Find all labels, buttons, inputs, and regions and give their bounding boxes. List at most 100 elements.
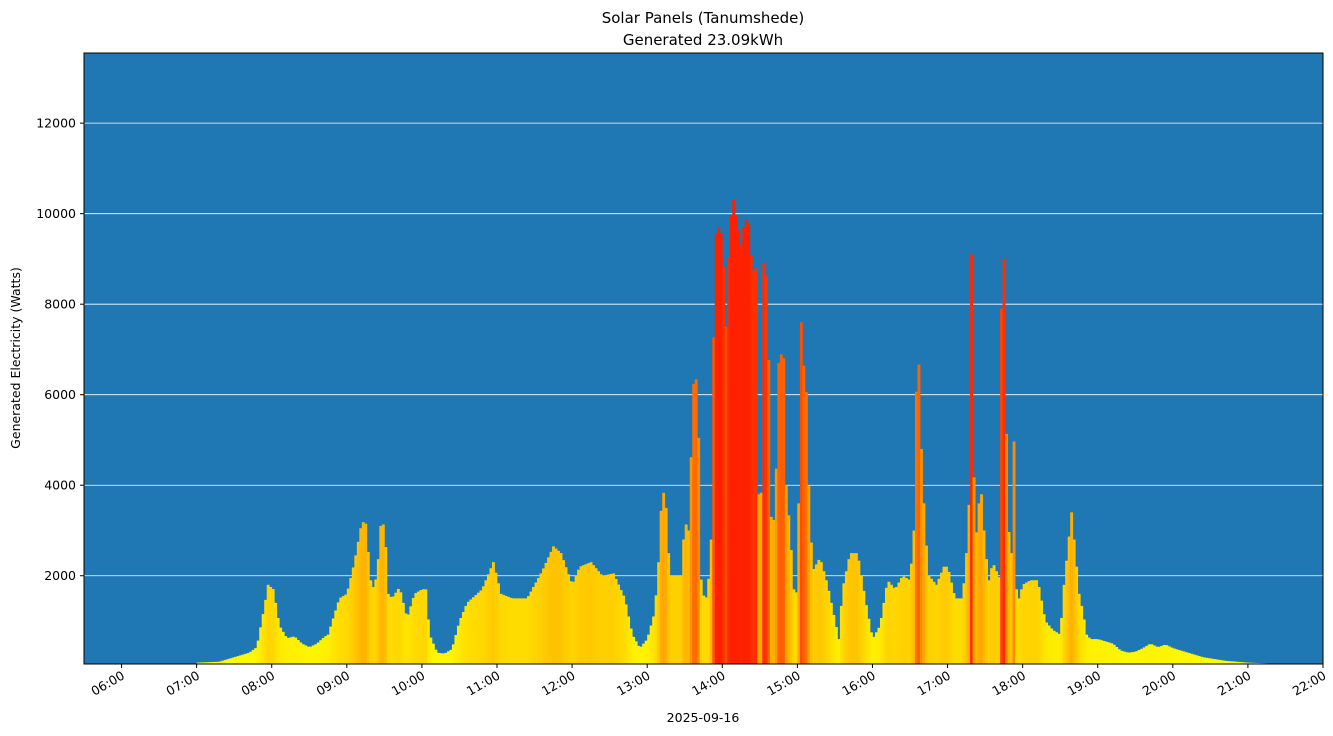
bar (722, 266, 726, 664)
bar (594, 568, 598, 664)
bar (396, 588, 400, 664)
bar (261, 614, 265, 664)
bar (469, 599, 473, 664)
bar (935, 584, 938, 664)
bar (459, 617, 463, 664)
bar (1057, 633, 1061, 664)
bar (454, 635, 458, 664)
bar (329, 626, 333, 664)
bar (582, 565, 586, 664)
bar (319, 640, 323, 664)
bar (424, 589, 428, 664)
x-tick-label: 11:00 (464, 668, 503, 699)
bar (1180, 650, 1184, 664)
bar (1135, 651, 1139, 664)
bar (975, 532, 978, 664)
bar (579, 566, 583, 664)
bar (211, 661, 215, 664)
bar (1142, 647, 1146, 664)
bar (1000, 308, 1004, 664)
bar (577, 569, 580, 664)
bar (351, 567, 355, 664)
bar (907, 579, 911, 664)
bar (1105, 641, 1109, 664)
bar (619, 590, 623, 664)
bar (1072, 539, 1076, 664)
bar (1202, 657, 1206, 664)
x-tick-label: 10:00 (389, 668, 428, 699)
bar (471, 597, 475, 664)
bar (967, 504, 971, 664)
bar (709, 539, 713, 664)
y-tick-label: 8000 (44, 297, 76, 312)
bar (839, 605, 843, 664)
bar (960, 598, 963, 664)
y-tick-label: 2000 (44, 568, 76, 583)
bar (1190, 653, 1194, 664)
bar (712, 337, 716, 664)
bar (664, 507, 668, 664)
bar (802, 365, 806, 664)
bar (514, 598, 518, 664)
bar (617, 584, 621, 664)
bar (254, 648, 258, 664)
bar (1065, 560, 1069, 664)
bar (494, 572, 498, 664)
bar (381, 524, 385, 664)
bar (264, 599, 268, 664)
bar (201, 662, 205, 664)
bar (371, 587, 375, 664)
bar (782, 358, 786, 664)
bar (724, 326, 728, 664)
bar (882, 602, 886, 664)
bar (732, 200, 736, 664)
bar (489, 568, 493, 664)
bar (945, 566, 948, 664)
bar (557, 550, 560, 664)
bar (659, 510, 663, 664)
bar (622, 595, 626, 664)
bar (344, 594, 348, 664)
bar (1067, 536, 1071, 664)
bar (637, 645, 641, 664)
bar (294, 637, 298, 664)
bar (1175, 649, 1179, 664)
bar (915, 391, 918, 664)
bar (762, 263, 766, 664)
bar (894, 587, 898, 664)
bar (784, 485, 788, 664)
bar (857, 560, 861, 664)
bar (229, 658, 233, 664)
bar (449, 649, 453, 664)
bar (1150, 644, 1154, 664)
bar (702, 595, 706, 664)
bar (314, 644, 318, 664)
bar (829, 602, 833, 664)
bar (1077, 593, 1081, 664)
bar (647, 634, 651, 664)
bar (559, 553, 563, 664)
bar (817, 559, 821, 664)
bar (401, 602, 405, 664)
bar (1160, 645, 1164, 664)
bar (386, 593, 390, 664)
bar (234, 656, 238, 664)
bar (769, 516, 773, 664)
bar (692, 383, 696, 664)
bar (1145, 645, 1149, 664)
bar (847, 559, 851, 664)
bar (537, 578, 540, 664)
bar (804, 392, 808, 664)
bar (910, 563, 913, 664)
bar (942, 566, 946, 664)
bar (284, 636, 288, 664)
bar (614, 579, 618, 664)
bar (1152, 645, 1156, 664)
bar (1107, 642, 1111, 664)
bar (592, 565, 596, 664)
bar (902, 576, 906, 664)
bar (1232, 661, 1236, 664)
bar (249, 651, 253, 664)
bar (517, 598, 520, 664)
x-tick-label: 18:00 (989, 668, 1028, 699)
